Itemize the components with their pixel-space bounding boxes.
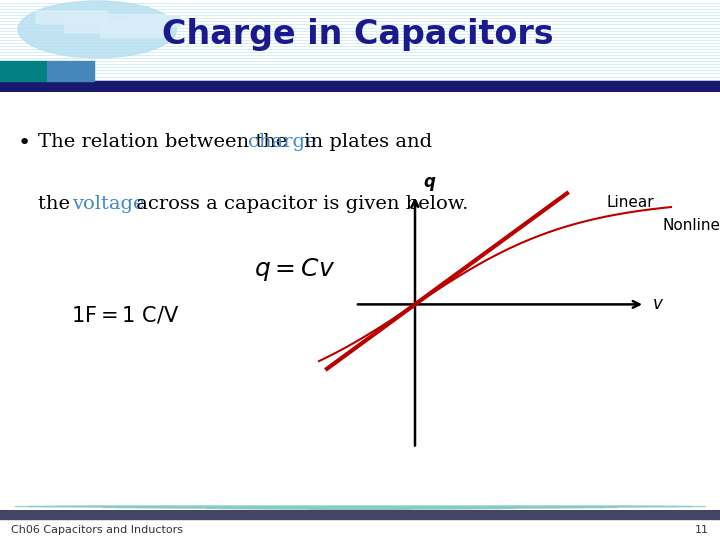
FancyBboxPatch shape — [130, 16, 180, 26]
FancyBboxPatch shape — [65, 15, 166, 33]
Text: Linear: Linear — [607, 195, 654, 210]
Text: •: • — [18, 133, 31, 153]
Text: charge: charge — [248, 133, 317, 151]
Text: the: the — [38, 194, 76, 213]
Text: $q = Cv$: $q = Cv$ — [254, 256, 336, 284]
FancyBboxPatch shape — [101, 22, 166, 38]
Bar — [47, 60, 94, 81]
Text: $\mathrm{1F = 1\ C/V}$: $\mathrm{1F = 1\ C/V}$ — [71, 304, 179, 325]
Text: v: v — [653, 295, 663, 313]
Text: q: q — [423, 173, 435, 191]
Text: in plates and: in plates and — [298, 133, 433, 151]
Text: across a capacitor is given below.: across a capacitor is given below. — [130, 194, 469, 213]
Text: 11: 11 — [696, 525, 709, 536]
Text: Charge in Capacitors: Charge in Capacitors — [162, 18, 554, 51]
Bar — [0, 81, 720, 92]
Bar — [0, 60, 47, 81]
Text: voltage: voltage — [71, 194, 144, 213]
Bar — [0, 510, 720, 519]
FancyBboxPatch shape — [36, 11, 108, 24]
Ellipse shape — [18, 1, 176, 58]
Text: The relation between the: The relation between the — [38, 133, 294, 151]
Text: Nonlinear: Nonlinear — [663, 218, 720, 233]
Text: Ch06 Capacitors and Inductors: Ch06 Capacitors and Inductors — [11, 525, 183, 536]
